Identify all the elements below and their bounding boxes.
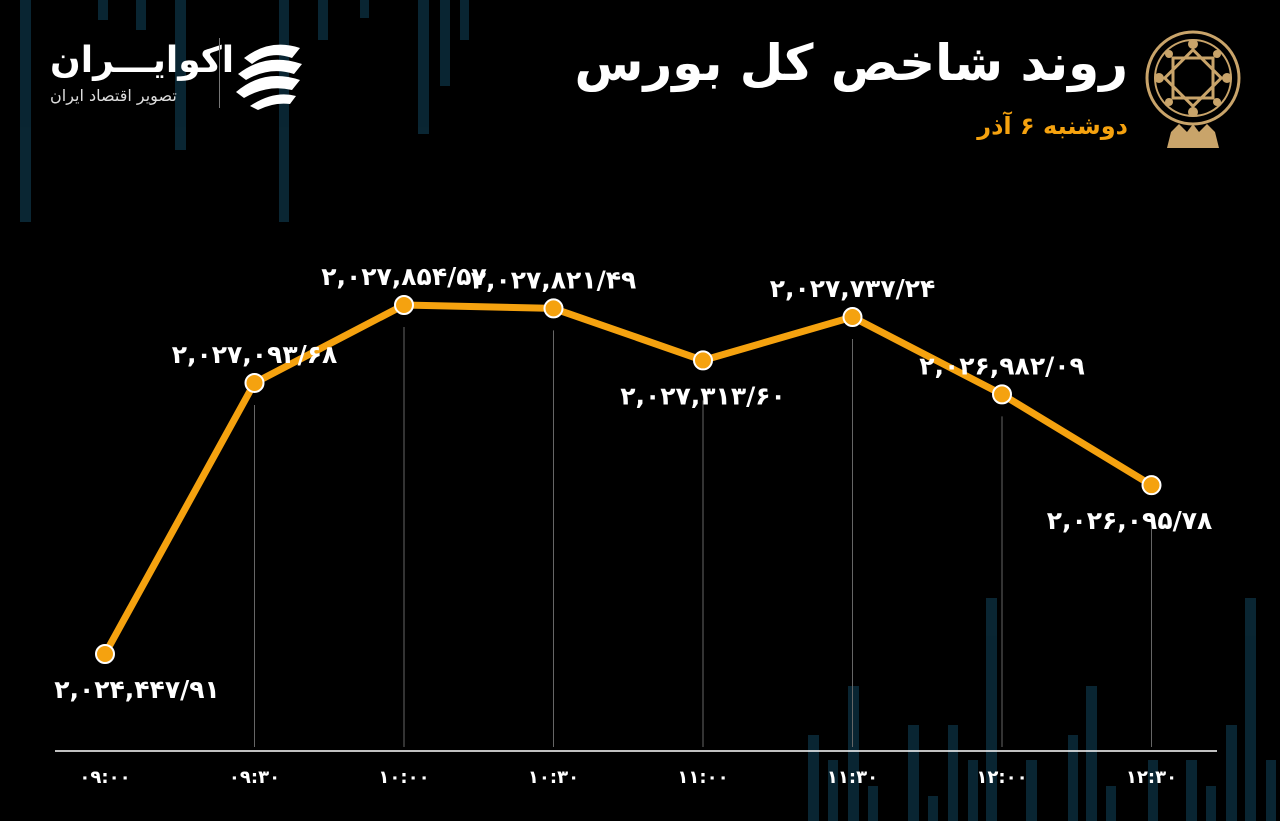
value-label: ۲,۰۲۷,۳۱۳/۶۰ [620, 381, 785, 410]
value-label: ۲,۰۲۴,۴۴۷/۹۱ [54, 675, 219, 704]
value-labels: ۲,۰۲۴,۴۴۷/۹۱۲,۰۲۷,۰۹۳/۶۸۲,۰۲۷,۸۵۴/۵۷۲,۰۲… [54, 262, 1212, 704]
logo-divider [219, 38, 220, 108]
x-tick-label: ۰۹:۰۰ [79, 767, 130, 788]
data-point [543, 298, 564, 319]
ecoiran-logo-icon [236, 44, 302, 110]
page-title: روند شاخص کل بورس [574, 34, 1128, 92]
stock-exchange-emblem-icon [1145, 30, 1241, 148]
data-point [244, 372, 265, 393]
x-tick-label: ۱۲:۰۰ [976, 767, 1027, 788]
x-tick-label: ۱۰:۳۰ [528, 767, 579, 788]
value-label: ۲,۰۲۶,۹۸۲/۰۹ [919, 351, 1084, 380]
value-label: ۲,۰۲۷,۰۹۳/۶۸ [172, 340, 337, 369]
logo-tagline: تصویر اقتصاد ایران [50, 86, 177, 105]
x-tick-labels: ۰۹:۰۰ ۰۹:۳۰ ۱۰:۰۰ ۱۰:۳۰ ۱۱:۰۰ ۱۱:۳۰ ۱۲:۰۰ ۱۲:۳۰ [79, 767, 1177, 788]
x-tick-label: ۱۲:۳۰ [1126, 767, 1177, 788]
x-tick-label: ۱۱:۳۰ [827, 767, 878, 788]
value-label: ۲,۰۲۷,۸۵۴/۵۷ [321, 262, 486, 291]
data-point [842, 307, 863, 328]
value-label: ۲,۰۲۷,۷۳۷/۲۴ [770, 274, 935, 303]
x-tick-label: ۱۰:۰۰ [378, 767, 429, 788]
value-label: ۲,۰۲۶,۰۹۵/۷۸ [1047, 506, 1212, 535]
series-line [101, 301, 1155, 658]
drop-lines [254, 327, 1152, 747]
data-point [992, 384, 1012, 405]
data-points [95, 295, 1162, 664]
value-label: ۲,۰۲۷,۸۲۱/۴۹ [471, 265, 636, 294]
x-tick-label: ۰۹:۳۰ [229, 767, 280, 788]
data-point [394, 295, 414, 315]
x-tick-label: ۱۱:۰۰ [677, 767, 728, 788]
data-point [693, 350, 713, 371]
data-point [95, 644, 115, 664]
logo-name: اکوایـــران [50, 40, 235, 81]
data-point [1141, 475, 1162, 496]
date-subtitle: دوشنبه ۶ آذر [977, 112, 1128, 140]
